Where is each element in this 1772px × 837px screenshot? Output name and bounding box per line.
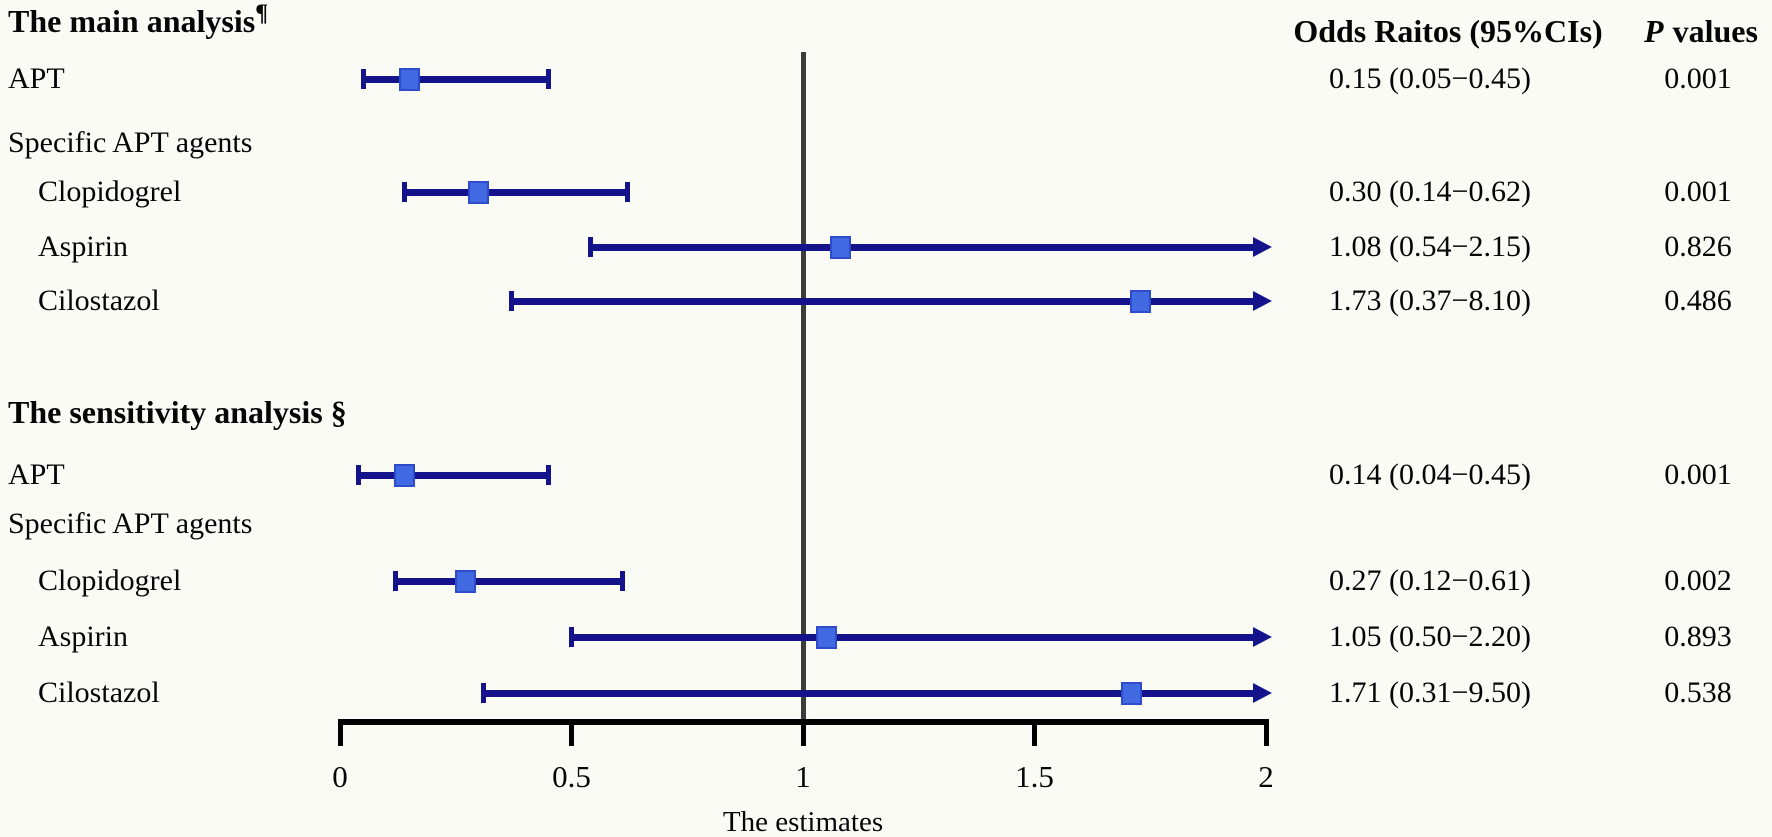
x-axis-tick [569,719,574,746]
or-value: 0.14 (0.04−0.45) [1329,458,1531,491]
x-axis-tick-label: 1.5 [1015,759,1054,794]
ci-cap-right [545,69,551,89]
estimate-marker [1130,289,1152,313]
ci-cap-left [393,571,399,591]
ci-arrow-right [1253,683,1272,703]
row-label: APT [8,458,65,491]
p-value: 0.001 [1664,62,1732,95]
ci-line [590,243,1253,251]
or-column-header: Odds Raitos (95%CIs) [1293,13,1603,49]
or-value: 0.30 (0.14−0.62) [1329,175,1531,208]
p-value: 0.486 [1664,284,1732,317]
estimate-marker [468,180,490,204]
or-value: 0.27 (0.12−0.61) [1329,564,1531,597]
or-value: 1.73 (0.37−8.10) [1329,284,1531,317]
estimate-marker [398,67,420,91]
p-value: 0.001 [1664,458,1732,491]
or-value: 1.05 (0.50−2.20) [1329,620,1531,653]
x-axis-tick [800,719,806,746]
ci-cap-left [481,683,487,703]
p-header-rest: values [1672,13,1758,49]
p-value: 0.001 [1664,175,1732,208]
x-axis-tick [1032,719,1037,746]
or-value: 1.08 (0.54−2.15) [1329,230,1531,263]
ci-line [404,188,628,196]
row-label: APT [8,62,65,95]
row-label: Cilostazol [38,284,160,317]
reference-line-or-1 [800,52,806,722]
p-value: 0.826 [1664,230,1732,263]
ci-line [571,633,1253,641]
estimate-marker [394,463,416,487]
row-label: Specific APT agents [8,126,253,159]
or-value: 0.15 (0.05−0.45) [1329,62,1531,95]
p-value: 0.893 [1664,620,1732,653]
x-axis-tick-label: 0.5 [552,759,591,794]
row-label: Cilostazol [38,676,160,709]
section-title: The sensitivity analysis § [8,394,347,430]
ci-line [395,577,623,585]
ci-line [511,297,1253,305]
ci-cap-left [569,627,574,647]
x-axis-tick [337,719,343,746]
x-axis-tick [1263,719,1269,746]
ci-cap-left [356,465,362,485]
x-axis-tick-label: 2 [1258,759,1274,794]
ci-cap-right [624,182,630,202]
section-title-superscript: ¶ [255,0,269,27]
section-title: The main analysis¶ [8,0,269,39]
ci-line [363,75,549,83]
ci-line [483,689,1253,697]
x-axis-tick-label: 0 [332,759,348,794]
ci-line [358,471,549,479]
p-header-italic-letter: P [1644,13,1664,49]
estimate-marker [1121,681,1143,705]
row-label: Clopidogrel [38,175,182,208]
row-label: Aspirin [38,230,128,263]
ci-arrow-right [1253,291,1272,311]
ci-cap-left [360,69,366,89]
estimate-marker [829,235,851,259]
ci-cap-right [545,465,551,485]
ci-arrow-right [1253,237,1272,257]
row-label: Clopidogrel [38,564,182,597]
estimate-marker [454,569,476,593]
ci-cap-right [619,571,625,591]
ci-arrow-right [1253,627,1272,647]
row-label: Aspirin [38,620,128,653]
estimate-marker [815,625,837,649]
ci-cap-left [587,237,593,257]
x-axis-title: The estimates [722,806,884,837]
p-value: 0.538 [1664,676,1732,709]
ci-cap-left [508,291,514,311]
p-value: 0.002 [1664,564,1732,597]
or-value: 1.71 (0.31−9.50) [1329,676,1531,709]
ci-cap-left [402,182,408,202]
row-label: Specific APT agents [8,507,253,540]
x-axis-tick-label: 1 [795,759,811,794]
